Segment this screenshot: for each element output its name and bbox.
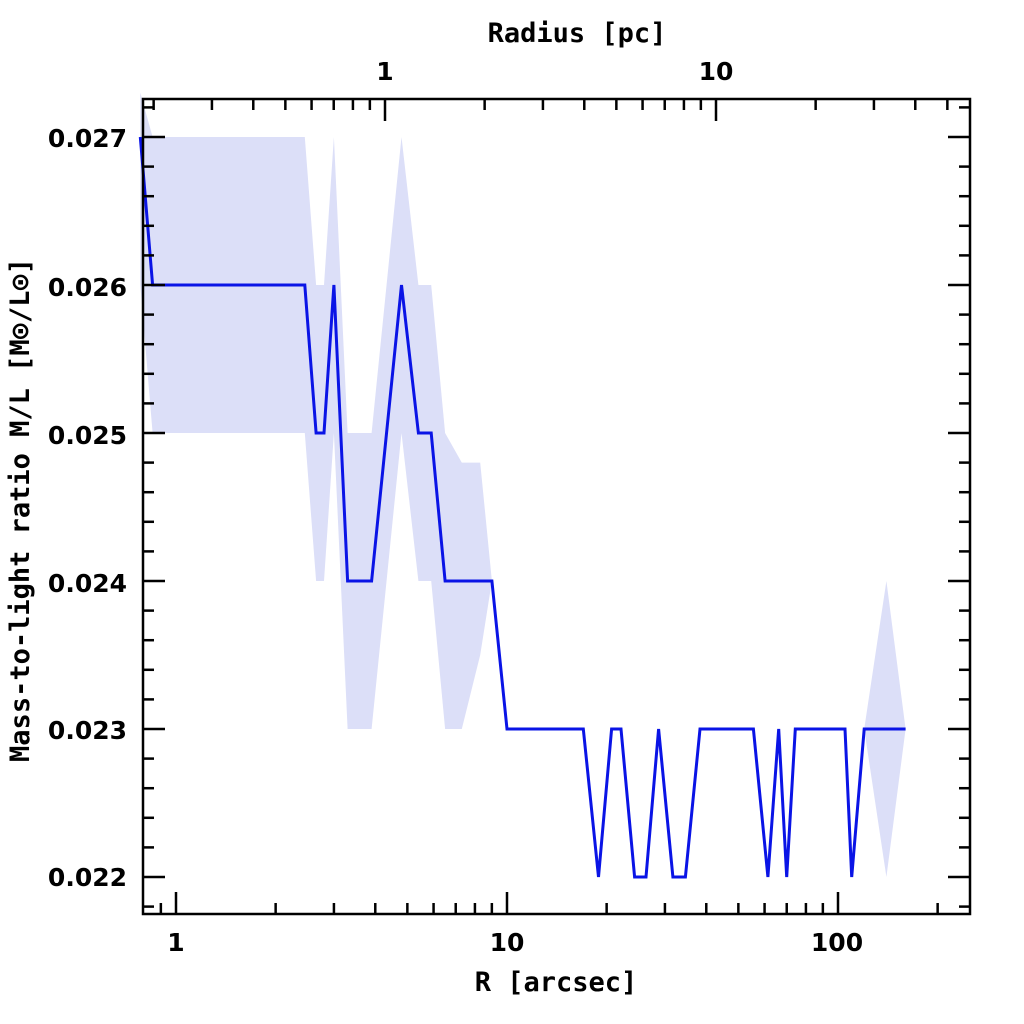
x-axis-title: R [arcsec]: [475, 967, 638, 998]
top-x-tick-labels: 1 10: [376, 57, 733, 86]
y-axis-title: Mass-to-light ratio M/L [M⊙/L⊙]: [5, 258, 36, 762]
y-tick-label: 0.023: [48, 716, 127, 745]
data-line-layer: [138, 136, 906, 879]
y-tick-label: 0.026: [48, 273, 127, 302]
y-tick-label: 0.027: [48, 124, 127, 153]
x-tick-label: 100: [811, 928, 863, 957]
y-tick-label: 0.022: [48, 863, 127, 892]
x-tick-label: 1: [167, 928, 184, 957]
top-x-axis-title: Radius [pc]: [488, 18, 667, 49]
y-tick-label: 0.024: [48, 569, 127, 598]
x-tick-labels: 1 10 100: [167, 928, 863, 957]
mass-to-light-line: [138, 136, 906, 879]
top-x-tick-label: 10: [699, 57, 734, 86]
x-tick-label: 10: [490, 928, 525, 957]
plot-frame: [141, 97, 972, 916]
tick-mark-layer: [143, 99, 970, 914]
top-x-tick-label: 1: [376, 57, 393, 86]
uncertainty-band: [140, 92, 906, 878]
uncertainty-band-layer: [140, 92, 906, 878]
y-tick-label: 0.025: [48, 421, 127, 450]
y-tick-labels: 0.022 0.023 0.024 0.025 0.026 0.027: [48, 124, 127, 892]
